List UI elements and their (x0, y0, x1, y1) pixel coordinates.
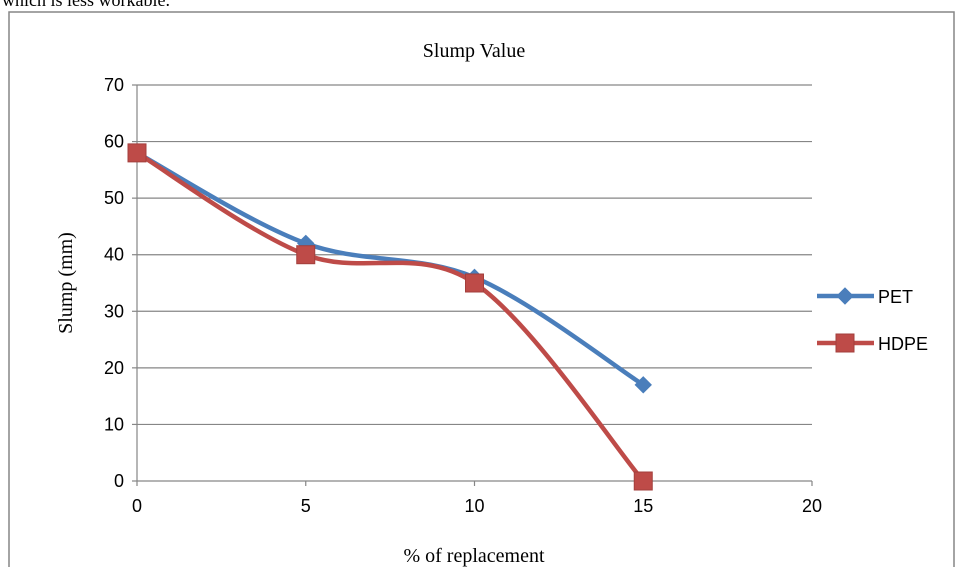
y-tick-label: 20 (104, 358, 124, 378)
x-axis-title: % of replacement (403, 545, 544, 567)
series-line-pet (134, 150, 646, 388)
y-axis-title: Slump (mm) (55, 232, 77, 334)
legend-label: HDPE (878, 334, 928, 354)
y-tick-label: 30 (104, 301, 124, 321)
x-tick-label: 15 (633, 496, 653, 516)
y-tick-label: 10 (104, 414, 124, 434)
y-axis-ticks: 0 10 20 30 40 50 60 70 (104, 75, 137, 491)
data-point-hdpe-10 (465, 273, 484, 293)
x-tick-label: 5 (301, 496, 311, 516)
y-tick-label: 70 (104, 75, 124, 95)
legend-marker (835, 333, 855, 353)
legend-item-pet: PET (817, 287, 913, 307)
data-point-pet-15 (634, 376, 652, 394)
gridlines (137, 84, 812, 426)
legend-label: PET (878, 287, 913, 307)
legend: PET HDPE (817, 287, 928, 354)
data-point-hdpe-0 (127, 143, 147, 163)
y-tick-label: 50 (104, 188, 124, 208)
series-line-hdpe (134, 150, 646, 484)
y-tick-label: 60 (104, 132, 124, 152)
data-point-hdpe-15 (633, 471, 653, 491)
x-tick-label: 10 (464, 496, 484, 516)
y-tick-label: 40 (104, 245, 124, 265)
data-point-hdpe-5 (296, 245, 316, 265)
legend-item-hdpe: HDPE (817, 333, 928, 354)
legend-marker (836, 287, 854, 305)
page-text-fragment: which is less workable. (2, 0, 170, 10)
y-tick-label: 0 (114, 471, 124, 491)
series-hdpe (127, 143, 653, 491)
chart-title: Slump Value (423, 40, 526, 62)
x-tick-label: 0 (132, 496, 142, 516)
x-tick-label: 20 (802, 496, 822, 516)
series-layer (127, 143, 653, 491)
